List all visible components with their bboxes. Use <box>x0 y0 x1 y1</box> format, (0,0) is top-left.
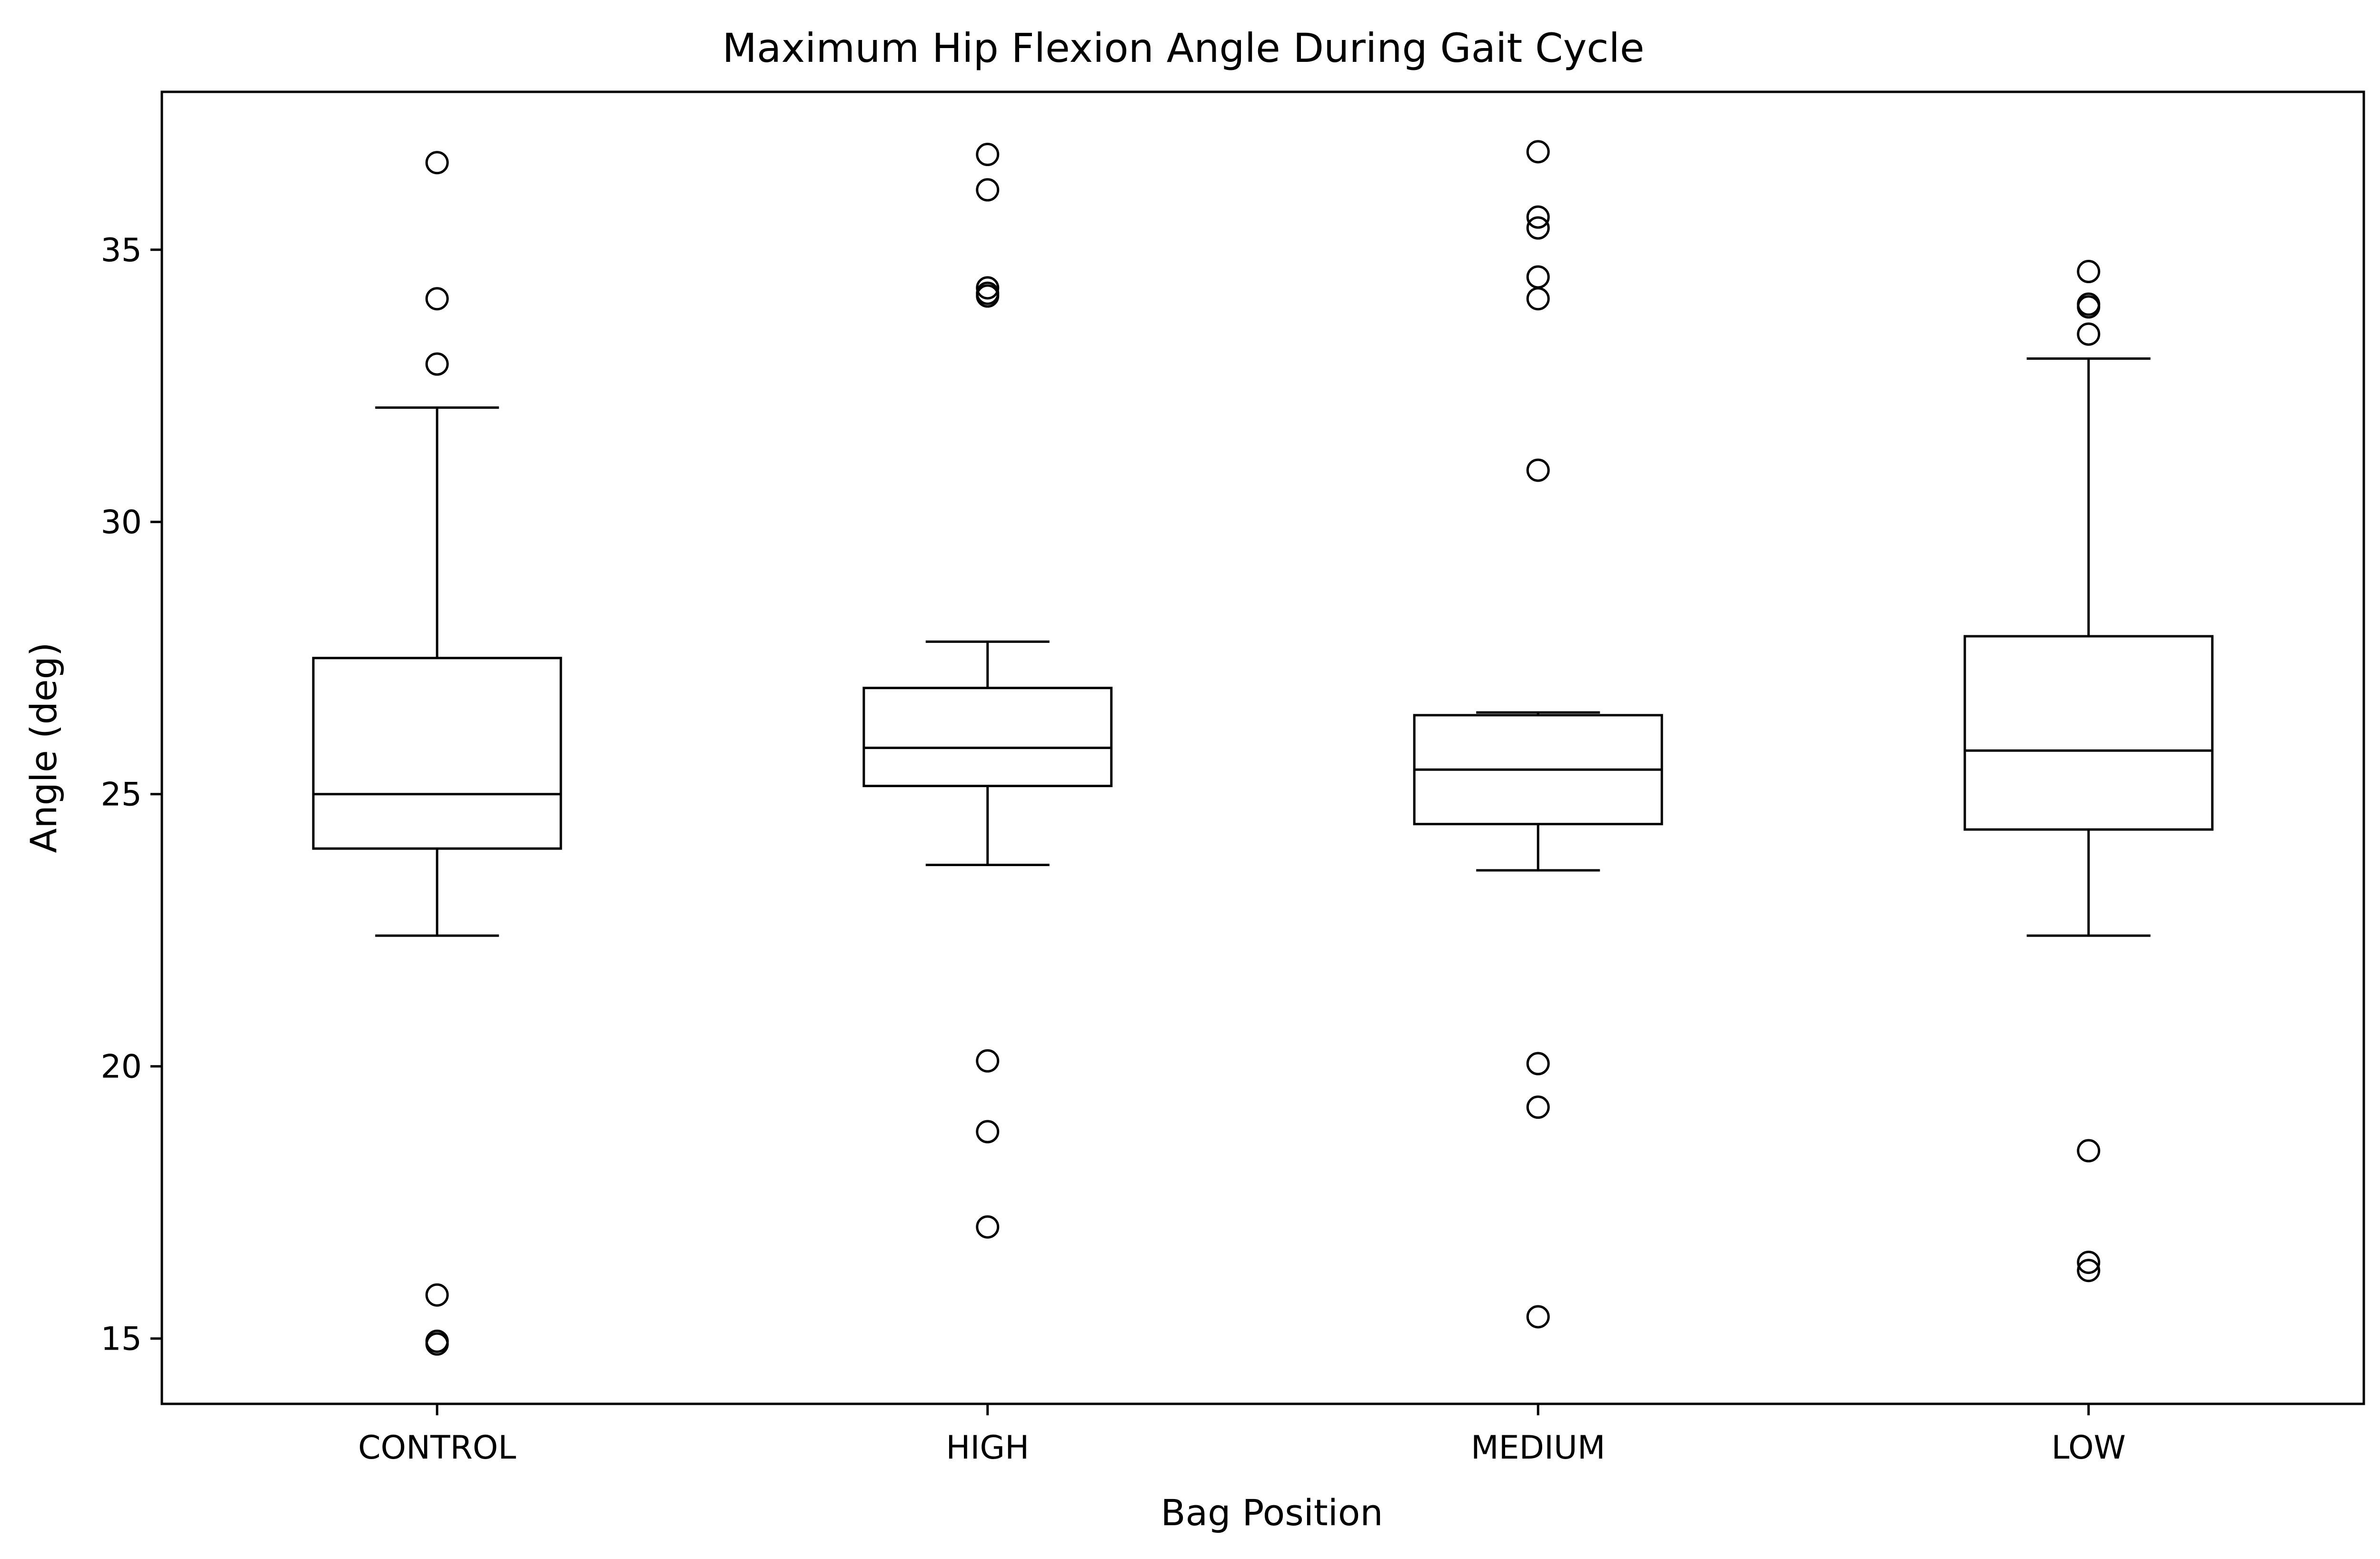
outlier-point <box>425 151 449 175</box>
outlier-point <box>976 178 1000 202</box>
box-series <box>312 140 2214 1356</box>
outlier-point <box>976 276 1000 300</box>
outlier-point <box>1526 287 1550 311</box>
y-tick-label: 15 <box>100 1321 142 1358</box>
outlier-point <box>1526 1052 1550 1076</box>
outlier-point <box>1526 458 1550 482</box>
box-group-control <box>312 151 562 1356</box>
outlier-point <box>2077 1139 2101 1163</box>
outlier-point <box>1526 140 1550 164</box>
iqr-box <box>1964 635 2214 831</box>
outlier-point <box>425 1283 449 1307</box>
iqr-box <box>312 657 562 850</box>
x-tick-label: LOW <box>2052 1429 2126 1467</box>
x-tick-label: CONTROL <box>358 1429 516 1467</box>
outlier-point <box>1526 216 1550 240</box>
outlier-point <box>976 1120 1000 1144</box>
x-tick-label: HIGH <box>946 1429 1029 1467</box>
y-tick-label: 30 <box>100 504 142 542</box>
outlier-point <box>2077 1251 2101 1274</box>
x-axis-label: Bag Position <box>1160 1491 1383 1534</box>
outlier-point <box>425 287 449 311</box>
outlier-point <box>2077 1259 2101 1283</box>
outlier-point <box>425 1332 449 1356</box>
outlier-point <box>1526 205 1550 229</box>
box-group-medium <box>1413 140 1663 1329</box>
box-group-high <box>863 143 1113 1239</box>
outlier-point <box>2077 322 2101 346</box>
outlier-point <box>425 352 449 376</box>
y-tick-label: 35 <box>100 232 142 269</box>
x-axis: CONTROL HIGH MEDIUM LOW <box>358 1404 2126 1467</box>
y-tick-label: 20 <box>100 1048 142 1086</box>
y-tick-label: 25 <box>100 776 142 814</box>
chart-title: Maximum Hip Flexion Angle During Gait Cy… <box>722 25 1644 71</box>
y-axis-label: Angle (deg) <box>22 642 65 853</box>
outlier-point <box>1526 1305 1550 1329</box>
box-group-low <box>1964 260 2214 1283</box>
outlier-point <box>976 143 1000 167</box>
outlier-point <box>976 284 1000 308</box>
outlier-point <box>976 1049 1000 1073</box>
outlier-point <box>976 1215 1000 1239</box>
x-tick-label: MEDIUM <box>1471 1429 1606 1467</box>
iqr-box <box>863 687 1113 788</box>
y-axis: 15 20 25 30 35 <box>100 232 162 1358</box>
outlier-point <box>2077 295 2101 319</box>
outlier-point <box>2077 260 2101 284</box>
outlier-point <box>1526 1095 1550 1119</box>
plot-area-frame <box>160 90 2365 1405</box>
